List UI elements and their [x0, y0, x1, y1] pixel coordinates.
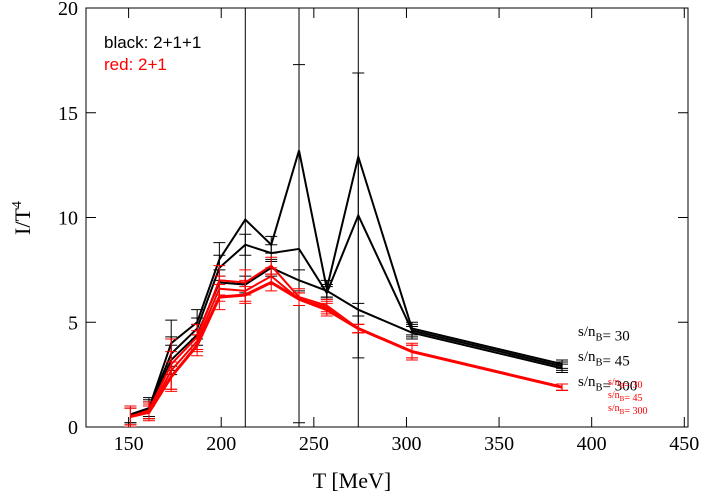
x-tick-label: 150 — [114, 433, 144, 455]
legend-sub: B — [596, 358, 603, 369]
error-bar — [293, 292, 306, 306]
series-line — [130, 212, 563, 416]
error-bar — [293, 269, 306, 292]
y-axis-label: I/T4 — [10, 201, 35, 235]
legend-label: s/n — [578, 324, 596, 340]
error-bar — [352, 302, 365, 317]
error-bar — [556, 363, 569, 374]
legend-label: s/n — [578, 374, 596, 390]
y-label-text: I/T — [10, 208, 35, 235]
error-bar — [124, 405, 137, 427]
legend-sub: B — [620, 395, 625, 403]
y-tick-label: 15 — [58, 103, 78, 125]
error-bar — [239, 286, 252, 304]
legend-sub: B — [596, 333, 603, 344]
legend-entry: s/nB= 300 — [608, 403, 647, 417]
error-bar — [239, 233, 252, 256]
legend-name: = 300 — [603, 379, 638, 395]
y-tick-label: 5 — [68, 312, 78, 334]
series-line — [130, 266, 563, 418]
x-tick-label: 350 — [484, 433, 514, 455]
error-bar — [191, 334, 204, 357]
y-tick-label: 10 — [58, 208, 78, 230]
series-line — [130, 150, 563, 416]
error-bar — [293, 64, 306, 427]
series-line — [130, 264, 563, 418]
legend-name: = 300 — [624, 406, 647, 417]
x-axis-label: T [MeV] — [313, 468, 391, 493]
error-bar — [556, 383, 569, 391]
legend-entry: s/nB= 45 — [608, 390, 642, 404]
legend-label: s/n — [578, 349, 596, 365]
legend-entry: s/nB= 300 — [578, 374, 637, 395]
error-bar — [406, 344, 419, 359]
x-tick-label: 300 — [391, 433, 421, 455]
error-bar — [406, 325, 419, 340]
note: black: 2+1+1 — [104, 33, 201, 52]
plot-area — [124, 8, 569, 427]
error-bar — [165, 361, 178, 392]
error-bar — [213, 284, 226, 311]
legend-entry: s/nB= 30 — [608, 377, 642, 391]
error-bar — [352, 323, 365, 334]
legend-entry: s/nB= 45 — [578, 349, 630, 370]
legend-name: = 45 — [603, 354, 630, 370]
y-label-sup: 4 — [10, 201, 25, 208]
legend-entry: s/nB= 30 — [578, 324, 630, 345]
series-line — [130, 280, 563, 418]
legend-label: s/n — [608, 390, 620, 401]
legend-name: = 30 — [624, 380, 642, 391]
y-tick-label: 20 — [58, 0, 78, 20]
legend-sub: B — [596, 383, 603, 394]
error-bar — [265, 273, 278, 292]
error-bar — [320, 302, 333, 317]
legend-name: = 30 — [603, 329, 630, 345]
y-tick-label: 0 — [68, 417, 78, 439]
legend-sub: B — [620, 382, 625, 390]
note: red: 2+1 — [104, 55, 167, 74]
legend-label: s/n — [608, 403, 620, 414]
legend-label: s/n — [608, 377, 620, 388]
error-bar — [142, 405, 155, 420]
legend-sub: B — [620, 408, 625, 416]
x-tick-label: 450 — [669, 433, 699, 455]
x-tick-label: 400 — [577, 433, 607, 455]
x-tick-label: 250 — [299, 433, 329, 455]
error-bar — [244, 8, 246, 427]
legend-name: = 45 — [624, 393, 642, 404]
error-bar — [320, 284, 333, 298]
x-tick-label: 200 — [206, 433, 236, 455]
